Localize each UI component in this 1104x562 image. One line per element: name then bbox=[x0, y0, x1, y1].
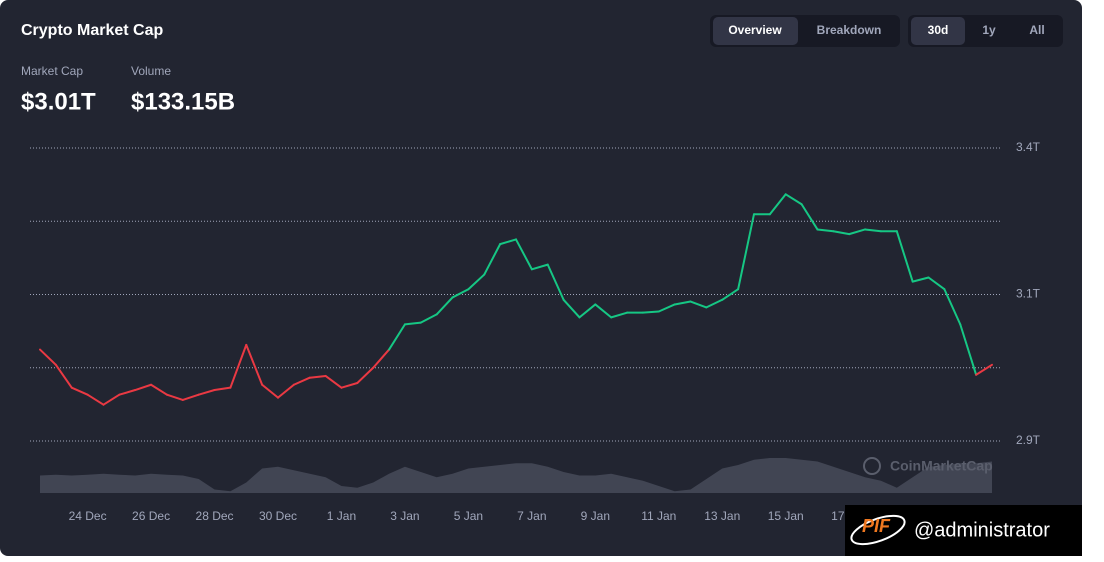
stat-value: $3.01T bbox=[21, 88, 96, 115]
price-segment bbox=[54, 363, 73, 389]
price-segment bbox=[721, 288, 740, 301]
price-segment bbox=[641, 310, 660, 314]
price-segment bbox=[737, 213, 755, 291]
price-segment bbox=[943, 288, 962, 326]
y-tick-label: 2.9T bbox=[1016, 433, 1041, 447]
logo-ring bbox=[850, 514, 906, 546]
price-segment bbox=[768, 193, 787, 216]
overlay bbox=[845, 505, 1082, 556]
price-segment bbox=[530, 263, 549, 271]
price-segment bbox=[340, 381, 359, 389]
price-segment bbox=[832, 230, 851, 236]
price-segment bbox=[483, 243, 502, 276]
price-segment bbox=[261, 383, 279, 399]
watermark-icon bbox=[863, 457, 881, 475]
price-segment bbox=[150, 383, 168, 396]
price-segment bbox=[277, 383, 295, 399]
tab[interactable]: 30d bbox=[928, 23, 949, 37]
price-segment bbox=[86, 393, 105, 406]
price-segment bbox=[435, 296, 454, 316]
tab[interactable]: All bbox=[1029, 23, 1044, 37]
price-segment bbox=[594, 303, 613, 319]
x-tick-label: 30 Dec bbox=[259, 509, 297, 523]
price-segment bbox=[181, 393, 200, 401]
tab[interactable]: 1y bbox=[982, 23, 996, 37]
x-tick-label: 28 Dec bbox=[196, 509, 234, 523]
price-segment bbox=[800, 203, 819, 231]
price-segment bbox=[403, 321, 422, 326]
x-tick-label: 5 Jan bbox=[454, 509, 483, 523]
logo: PIF bbox=[862, 516, 891, 536]
price-segment bbox=[959, 323, 978, 376]
price-segment bbox=[562, 298, 581, 319]
price-segment bbox=[848, 228, 867, 236]
x-tick-label: 7 Jan bbox=[517, 509, 546, 523]
price-segment bbox=[467, 273, 486, 291]
x-tick-label: 13 Jan bbox=[704, 509, 740, 523]
price-segment bbox=[388, 323, 406, 351]
price-segment bbox=[165, 393, 184, 401]
price-segment bbox=[292, 376, 311, 386]
price-segment bbox=[134, 383, 153, 392]
tab[interactable]: Breakdown bbox=[817, 23, 882, 37]
price-segment bbox=[864, 228, 882, 233]
price-segment bbox=[118, 389, 137, 396]
tab-active bbox=[713, 17, 798, 45]
price-segment bbox=[70, 386, 89, 396]
price-segment bbox=[197, 389, 216, 396]
x-tick-label: 1 Jan bbox=[327, 509, 356, 523]
price-segment bbox=[673, 300, 692, 306]
x-tick-label: 9 Jan bbox=[581, 509, 610, 523]
price-segment bbox=[39, 348, 57, 366]
stat-label: Volume bbox=[131, 64, 171, 78]
price-segment bbox=[927, 276, 946, 291]
tab-active bbox=[911, 17, 965, 45]
x-tick-label: 11 Jan bbox=[641, 509, 676, 523]
price-segment bbox=[102, 393, 121, 406]
watermark: CoinMarketCap bbox=[890, 458, 993, 474]
price-segment bbox=[610, 311, 629, 319]
price-segment bbox=[499, 238, 517, 246]
price-segment bbox=[308, 374, 327, 379]
stat-value: $133.15B bbox=[131, 88, 235, 115]
price-segment bbox=[419, 313, 438, 324]
title: Crypto Market Cap bbox=[21, 22, 163, 39]
tab[interactable]: Overview bbox=[728, 23, 782, 37]
price-segment bbox=[229, 343, 248, 389]
x-tick-label: 26 Dec bbox=[132, 509, 170, 523]
volume-area bbox=[40, 458, 992, 493]
x-tick-label: 3 Jan bbox=[390, 509, 419, 523]
price-segment bbox=[324, 374, 343, 389]
x-tick-label: 15 Jan bbox=[768, 509, 804, 523]
price-segment bbox=[451, 288, 470, 299]
y-tick-label: 3.4T bbox=[1016, 140, 1041, 154]
price-segment bbox=[372, 348, 391, 369]
price-segment bbox=[515, 238, 533, 271]
price-segment bbox=[975, 363, 993, 376]
price-segment bbox=[213, 386, 232, 392]
price-segment bbox=[689, 300, 708, 309]
x-tick-label: 24 Dec bbox=[69, 509, 107, 523]
card bbox=[0, 0, 1082, 556]
price-segment bbox=[356, 366, 375, 384]
price-segment bbox=[578, 303, 597, 319]
y-tick-label: 3.1T bbox=[1016, 287, 1041, 301]
price-segment bbox=[911, 276, 930, 283]
stat-label: Market Cap bbox=[21, 64, 83, 78]
price-segment bbox=[657, 303, 676, 313]
price-segment bbox=[705, 298, 724, 309]
price-segment bbox=[784, 193, 803, 206]
price-segment bbox=[816, 228, 835, 233]
price-segment bbox=[245, 343, 264, 386]
price-segment bbox=[895, 230, 914, 283]
overlay-user: @administrator bbox=[914, 519, 1050, 541]
price-segment bbox=[546, 263, 565, 301]
